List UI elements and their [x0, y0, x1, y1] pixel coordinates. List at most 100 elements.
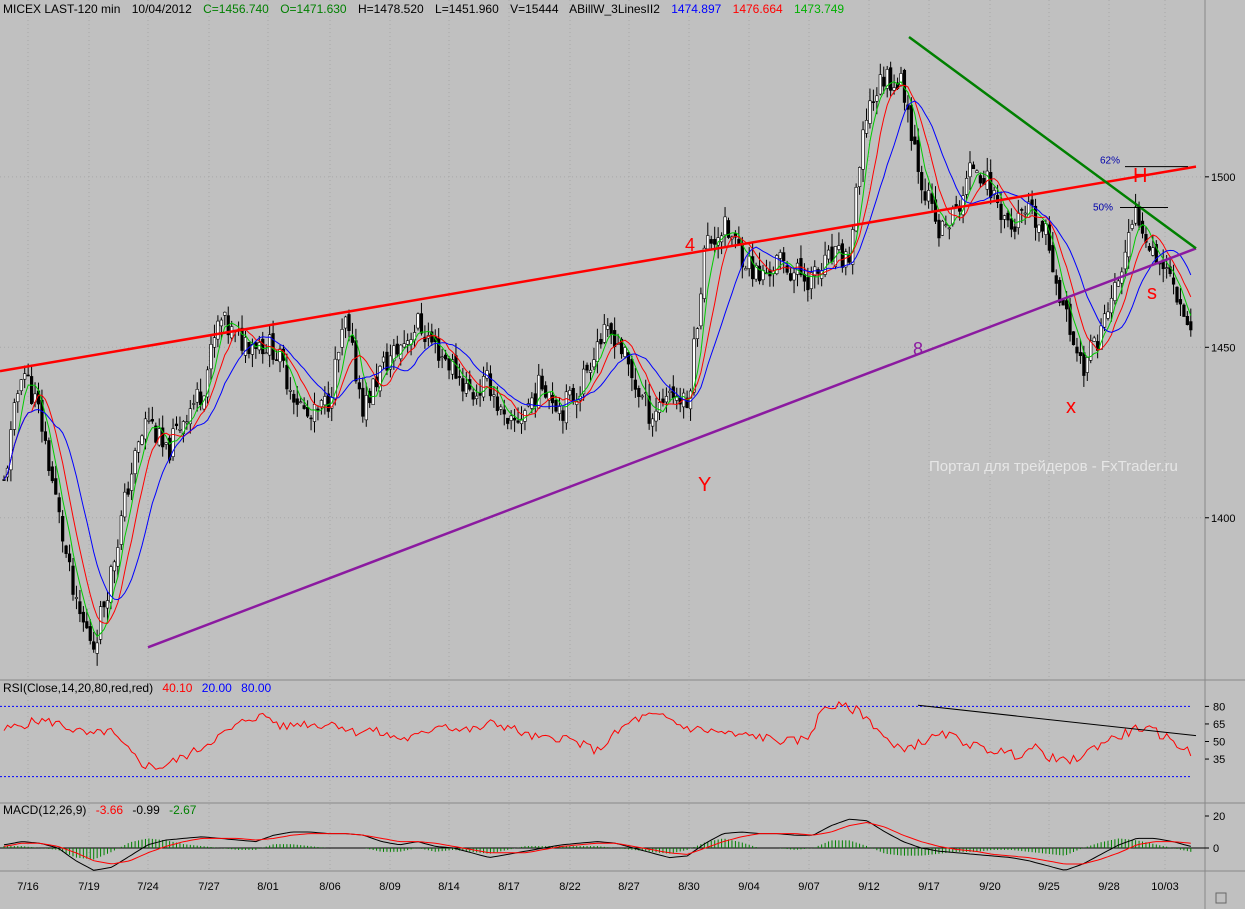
candle-body: [864, 120, 869, 134]
corner-box: [1215, 892, 1227, 904]
candle-body: [968, 162, 972, 178]
candle-body: [754, 265, 758, 280]
low-value: L=1451.960: [435, 2, 499, 16]
candle-body: [1013, 226, 1017, 232]
instrument-title: MICEX LAST-120 min: [3, 2, 121, 16]
wave-label-4: 4: [685, 235, 695, 255]
candle-body: [857, 167, 862, 187]
candle-body: [540, 375, 544, 390]
x-tick-label: 9/25: [1038, 881, 1059, 893]
candle-body: [675, 395, 679, 401]
candle-body: [1061, 299, 1065, 306]
candle-body: [544, 385, 548, 398]
candle-body: [47, 440, 51, 472]
candle-body: [564, 391, 568, 424]
candle-body: [64, 545, 68, 554]
candle-body: [920, 172, 924, 191]
rsi-tick-label: 35: [1213, 754, 1225, 766]
candle-body: [609, 323, 613, 335]
candle-body: [1085, 357, 1089, 373]
wave-label-8: 8: [913, 339, 923, 359]
candle-body: [319, 400, 324, 408]
candle-body: [174, 423, 179, 427]
fib-62-label: 62%: [1100, 156, 1120, 167]
candle-body: [364, 395, 368, 421]
candle-body: [847, 255, 851, 263]
candle-body: [295, 398, 299, 405]
candle-body: [1165, 267, 1169, 269]
candle-body: [1089, 340, 1093, 361]
x-tick-label: 7/24: [137, 881, 158, 893]
x-tick-label: 9/28: [1098, 881, 1119, 893]
candle-body: [12, 402, 16, 430]
candle-body: [302, 405, 306, 409]
macd-line: [3, 818, 1191, 871]
candle-body: [1002, 215, 1007, 220]
candle-body: [926, 189, 931, 202]
candle-body: [1054, 275, 1058, 284]
indicator-green-value: 1473.749: [794, 2, 845, 16]
candle-body: [630, 359, 634, 379]
candle-body: [430, 331, 434, 343]
candle-body: [668, 390, 672, 394]
rsi-divergence-line: [917, 704, 1197, 737]
rsi-label: RSI(Close,14,20,80,red,red): [3, 681, 154, 695]
rsi-tick-label: 65: [1213, 719, 1225, 731]
x-tick-label: 8/22: [559, 881, 580, 893]
candle-body: [150, 419, 154, 422]
candle-body: [1178, 299, 1183, 305]
candle-body: [309, 417, 313, 420]
wave-label-y: Y: [698, 474, 711, 496]
candle-body: [268, 334, 272, 356]
candle-body: [74, 597, 79, 599]
candle-body: [640, 395, 644, 398]
candle-body: [633, 379, 637, 390]
macd-value-1: -3.66: [95, 803, 124, 817]
candle-body: [1123, 251, 1127, 270]
candle-body: [185, 421, 189, 424]
candle-body: [2, 479, 6, 481]
candle-body: [392, 345, 396, 362]
candle-body: [1065, 300, 1069, 310]
candle-body: [571, 387, 575, 401]
candle-body: [650, 418, 655, 427]
candle-body: [499, 406, 503, 410]
candle-body: [657, 402, 662, 413]
candle-body: [989, 172, 993, 199]
candle-body: [885, 69, 889, 89]
candle-body: [395, 343, 399, 355]
price-panel-header: MICEX LAST-120 min 10/04/2012 C=1456.740…: [3, 2, 852, 16]
candle-body: [71, 565, 75, 595]
candle-body: [1137, 206, 1141, 226]
candle-body: [530, 397, 534, 409]
candle-body: [806, 277, 810, 291]
candle-body: [882, 76, 886, 87]
candle-body: [592, 359, 596, 368]
candle-body: [61, 516, 65, 542]
candle-body: [88, 626, 92, 641]
x-tick-label: 8/01: [257, 881, 278, 893]
x-tick-label: 9/07: [798, 881, 819, 893]
candle-body: [161, 427, 165, 448]
candle-body: [54, 478, 58, 495]
candle-body: [1182, 304, 1186, 317]
candle-body: [212, 337, 217, 348]
candle-body: [333, 358, 337, 400]
candle-body: [316, 408, 320, 411]
candle-body: [43, 431, 47, 441]
candle-body: [613, 330, 617, 347]
candle-body: [999, 203, 1003, 220]
candle-body: [378, 365, 382, 392]
candle-body: [67, 553, 72, 563]
candle-body: [136, 441, 141, 453]
candle-body: [350, 335, 355, 343]
candle-body: [930, 193, 934, 204]
candle-body: [1144, 234, 1148, 243]
candle-body: [1109, 297, 1114, 314]
x-tick-label: 9/12: [858, 881, 879, 893]
candle-body: [695, 328, 700, 339]
candle-body: [602, 324, 606, 343]
candle-body: [199, 391, 203, 406]
candle-body: [1020, 209, 1024, 211]
candle-body: [837, 245, 841, 250]
